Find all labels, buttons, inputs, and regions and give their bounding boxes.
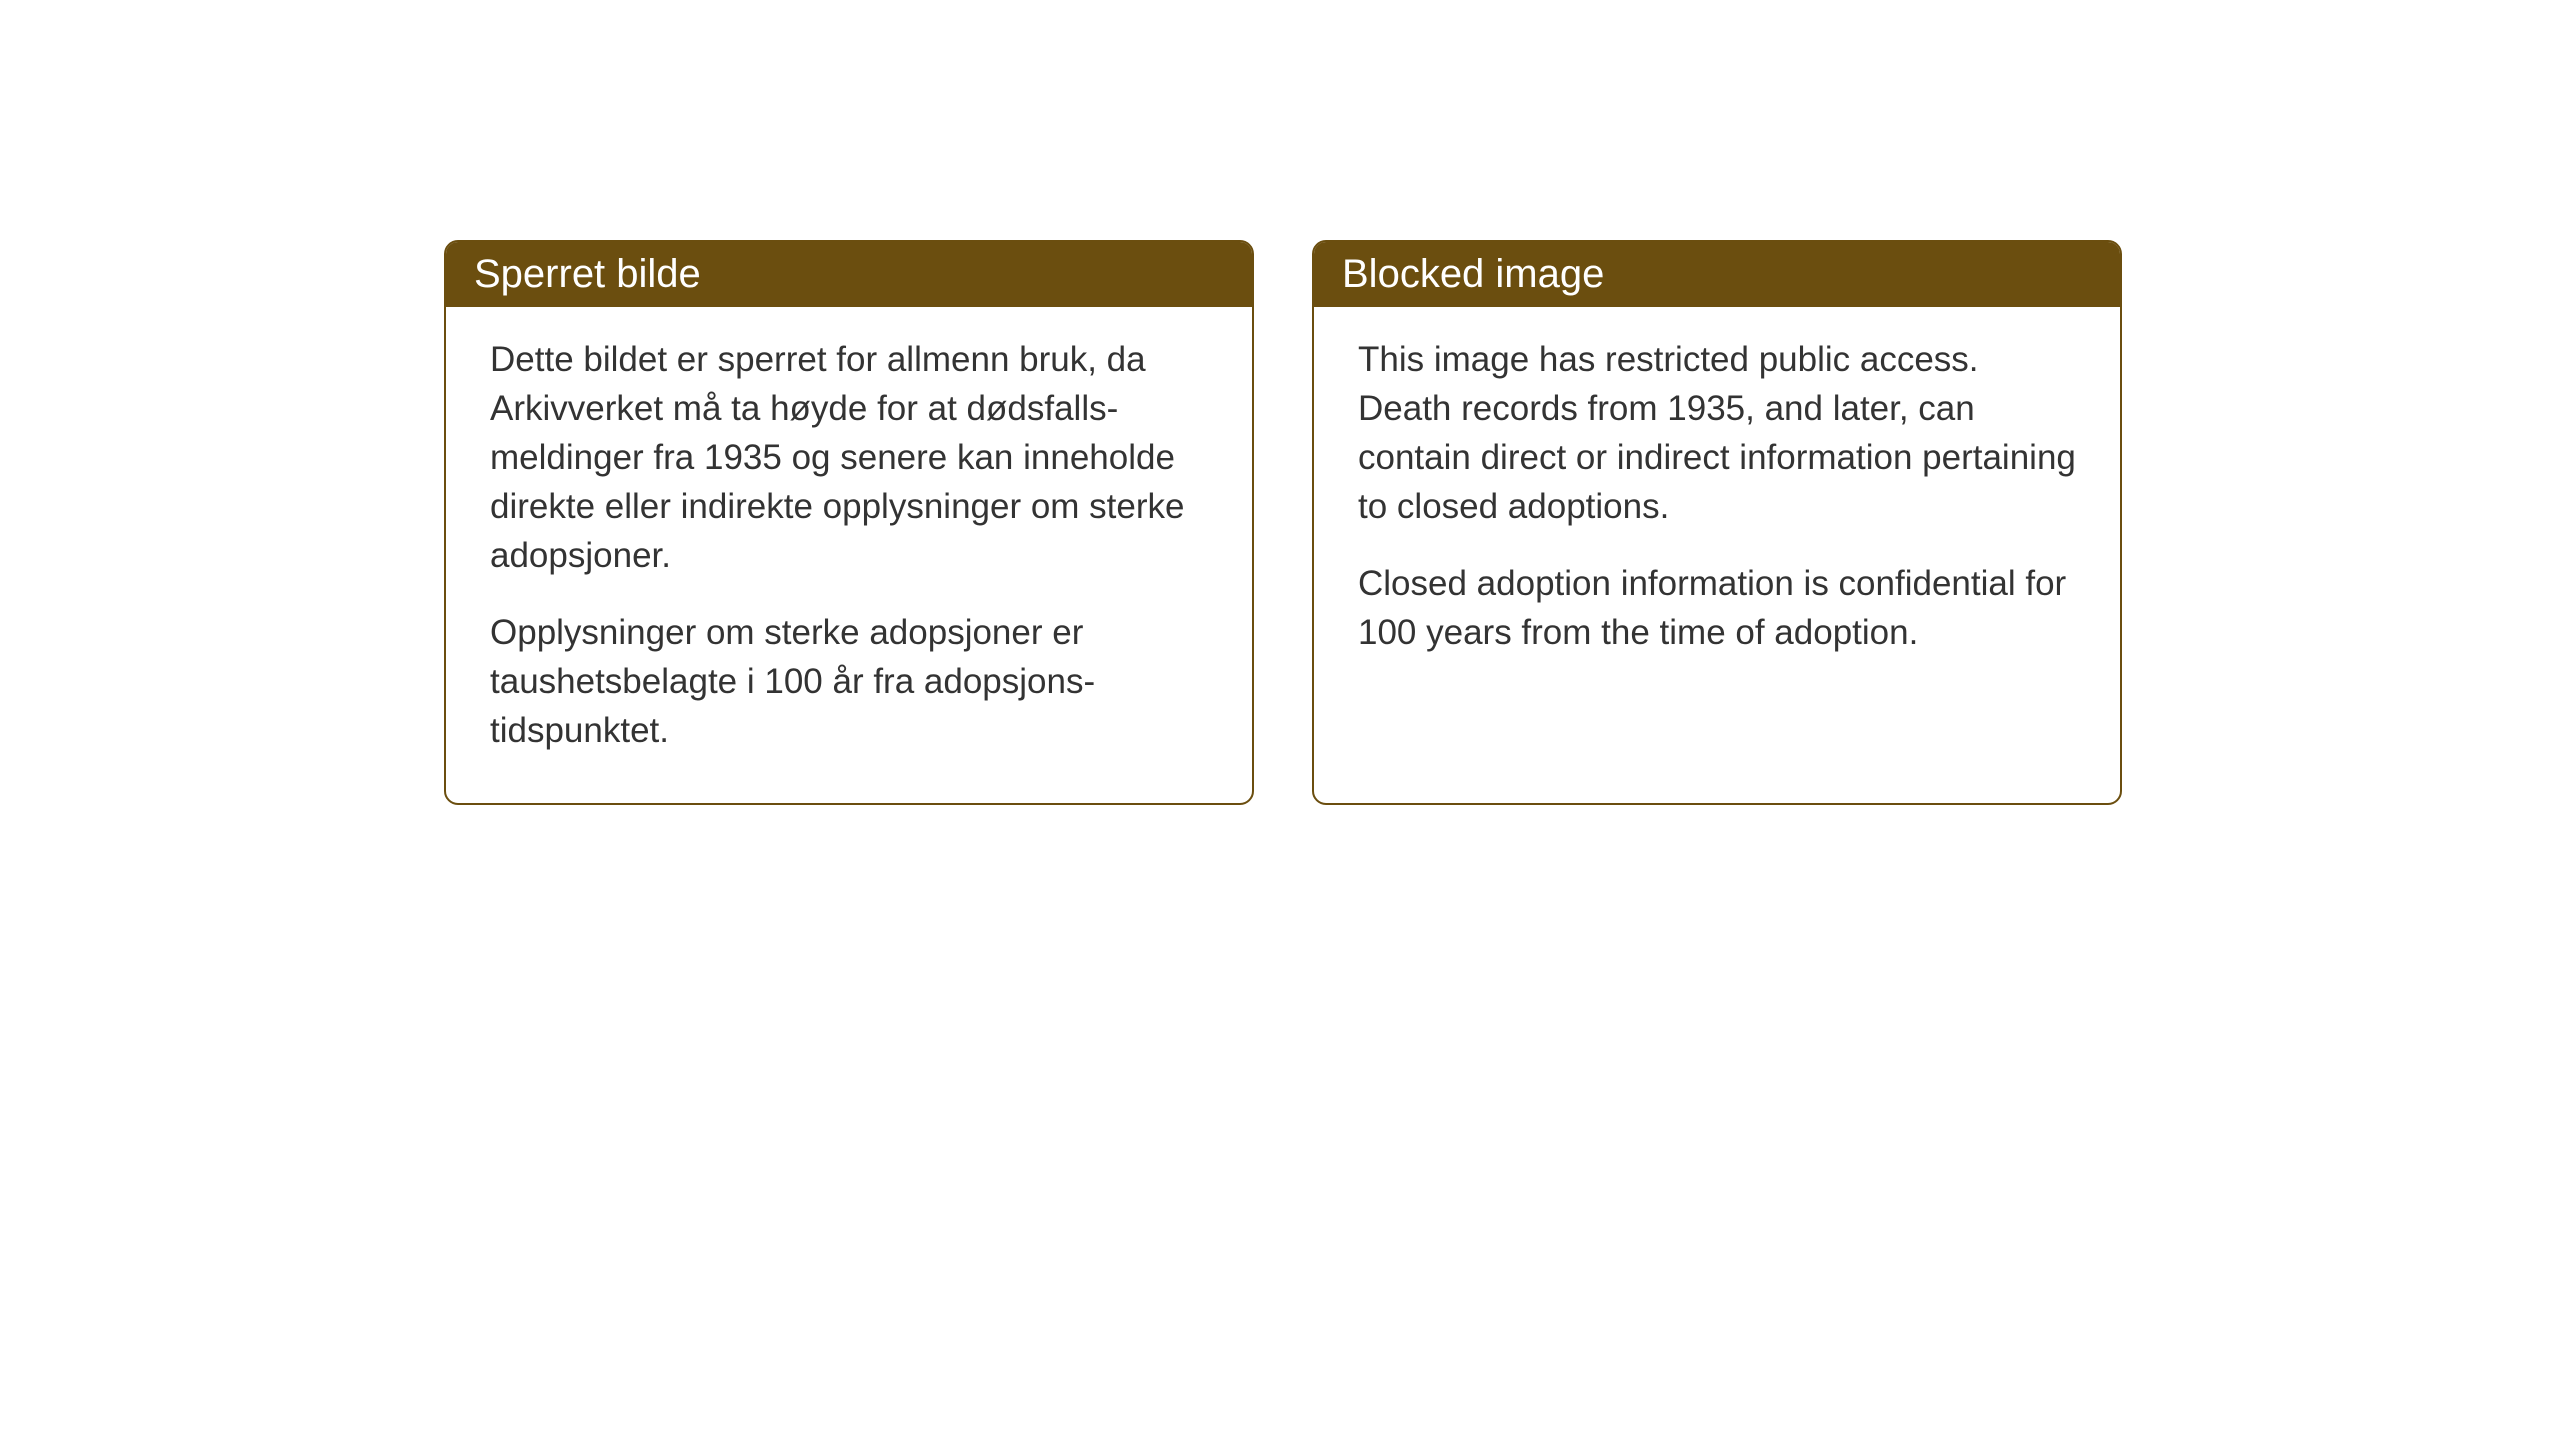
card-paragraph-1: This image has restricted public access.… (1358, 335, 2076, 531)
card-body-english: This image has restricted public access.… (1314, 307, 2120, 705)
card-body-norwegian: Dette bildet er sperret for allmenn bruk… (446, 307, 1252, 803)
card-header-english: Blocked image (1314, 242, 2120, 307)
card-paragraph-2: Closed adoption information is confident… (1358, 559, 2076, 657)
card-paragraph-1: Dette bildet er sperret for allmenn bruk… (490, 335, 1208, 580)
card-english: Blocked image This image has restricted … (1312, 240, 2122, 805)
card-header-norwegian: Sperret bilde (446, 242, 1252, 307)
card-norwegian: Sperret bilde Dette bildet er sperret fo… (444, 240, 1254, 805)
cards-container: Sperret bilde Dette bildet er sperret fo… (444, 240, 2122, 805)
card-paragraph-2: Opplysninger om sterke adopsjoner er tau… (490, 608, 1208, 755)
